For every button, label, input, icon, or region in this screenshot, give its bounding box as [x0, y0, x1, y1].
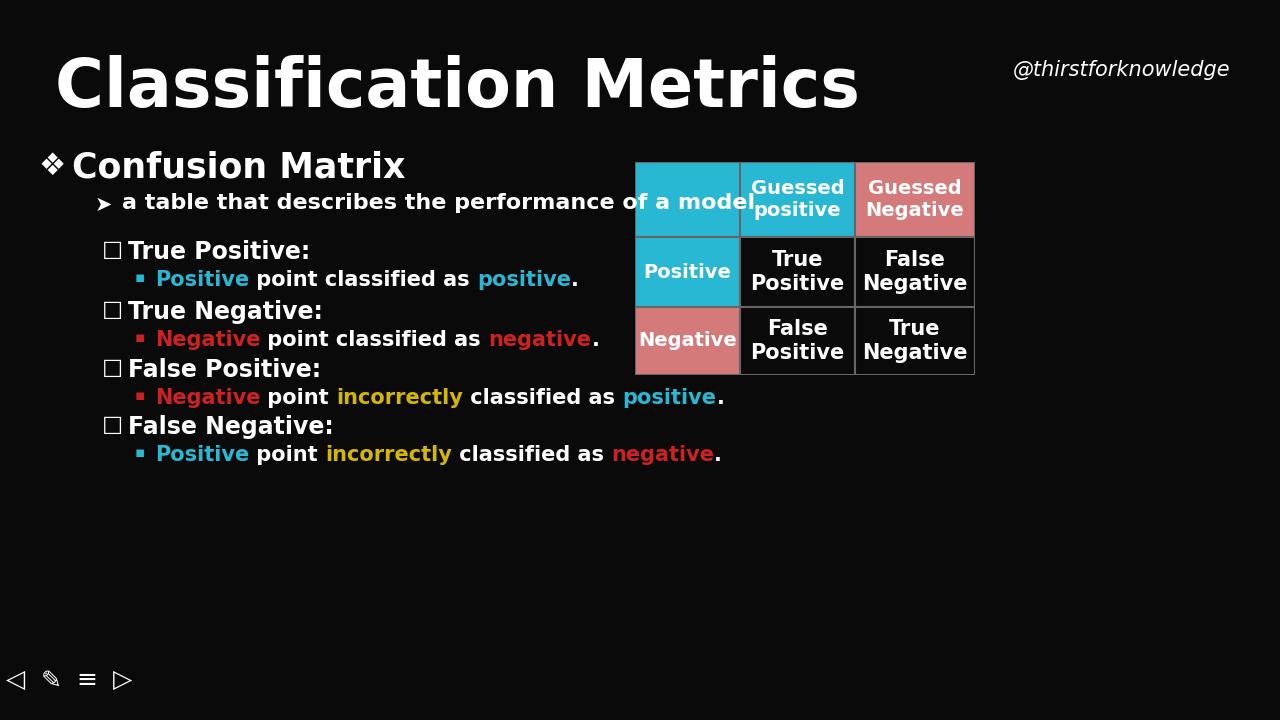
Text: Positive: Positive	[644, 263, 731, 282]
Text: False
Positive: False Positive	[750, 320, 845, 363]
Text: ➤: ➤	[95, 195, 113, 215]
Text: ≡: ≡	[77, 668, 97, 693]
Text: .: .	[591, 330, 599, 350]
Text: ▪: ▪	[134, 388, 146, 403]
Text: ✎: ✎	[41, 668, 61, 693]
Text: point: point	[250, 445, 325, 465]
Text: ☐: ☐	[102, 300, 123, 324]
Text: ❖: ❖	[38, 152, 65, 181]
Bar	[855, 237, 975, 307]
Bar	[635, 162, 740, 237]
Bar	[740, 307, 855, 375]
Text: Negative: Negative	[155, 388, 261, 408]
Text: Positive: Positive	[155, 445, 250, 465]
Bar	[740, 237, 855, 307]
Text: Guessed
Negative: Guessed Negative	[865, 179, 964, 220]
Text: ☐: ☐	[102, 415, 123, 439]
Text: positive: positive	[477, 270, 571, 290]
Bar	[855, 307, 975, 375]
Text: ☐: ☐	[102, 358, 123, 382]
Text: ▷: ▷	[113, 668, 133, 693]
Text: ▪: ▪	[134, 330, 146, 345]
Text: negative: negative	[612, 445, 714, 465]
Text: True
Negative: True Negative	[863, 320, 968, 363]
Text: incorrectly: incorrectly	[337, 388, 463, 408]
Text: .: .	[714, 445, 722, 465]
Text: False Positive:: False Positive:	[128, 358, 321, 382]
Text: Confusion Matrix: Confusion Matrix	[72, 150, 406, 184]
Bar	[855, 162, 975, 237]
Text: True
Positive: True Positive	[750, 251, 845, 294]
Text: False
Negative: False Negative	[863, 251, 968, 294]
Text: Guessed
positive: Guessed positive	[750, 179, 845, 220]
Text: False Negative:: False Negative:	[128, 415, 334, 439]
Text: classified as: classified as	[452, 445, 612, 465]
Text: @thirstforknowledge: @thirstforknowledge	[1012, 60, 1230, 80]
Text: ◁: ◁	[5, 668, 26, 693]
Text: Classification Metrics: Classification Metrics	[55, 55, 860, 121]
Bar	[740, 162, 855, 237]
Text: True Positive:: True Positive:	[128, 240, 310, 264]
Text: Negative: Negative	[155, 330, 261, 350]
Text: ▪: ▪	[134, 270, 146, 285]
Text: incorrectly: incorrectly	[325, 445, 452, 465]
Bar	[635, 307, 740, 375]
Text: True Negative:: True Negative:	[128, 300, 323, 324]
Text: point classified as: point classified as	[261, 330, 489, 350]
Text: ▪: ▪	[134, 445, 146, 460]
Text: Positive: Positive	[155, 270, 250, 290]
Text: ☐: ☐	[102, 240, 123, 264]
Text: positive: positive	[622, 388, 717, 408]
Bar	[635, 237, 740, 307]
Text: point: point	[261, 388, 337, 408]
Text: classified as: classified as	[463, 388, 622, 408]
Text: Negative: Negative	[639, 331, 737, 351]
Text: point classified as: point classified as	[250, 270, 477, 290]
Text: .: .	[717, 388, 724, 408]
Text: .: .	[571, 270, 579, 290]
Text: a table that describes the performance of a model: a table that describes the performance o…	[122, 193, 755, 213]
Text: negative: negative	[489, 330, 591, 350]
